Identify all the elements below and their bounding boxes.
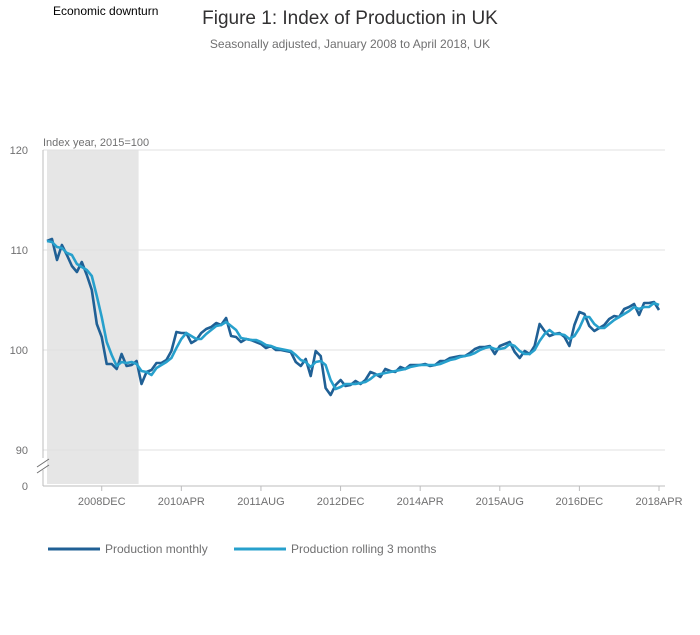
y-tick-label: 90 bbox=[16, 445, 28, 457]
axis-break-mark bbox=[36, 458, 50, 468]
x-tick-label: 2016DEC bbox=[556, 496, 604, 508]
x-tick-label: 2010APR bbox=[158, 496, 205, 508]
x-tick-label: 2015AUG bbox=[476, 496, 524, 508]
x-axis-ticks: 2008DEC 2010APR 2011AUG 2012DEC 2014APR 2015A… bbox=[78, 486, 683, 508]
y-axis-label: Index year, 2015=100 bbox=[43, 137, 149, 149]
series-line-production-rolling-3-months bbox=[46, 239, 660, 391]
y-tick-label: 110 bbox=[10, 245, 28, 257]
x-tick-label: 2014APR bbox=[397, 496, 444, 508]
axis-break-mark bbox=[36, 464, 50, 474]
series-line-production-monthly bbox=[46, 237, 661, 397]
y-tick-label: 120 bbox=[10, 145, 28, 157]
y-tick-label: 100 bbox=[10, 345, 28, 357]
legend: Production monthly Production rolling 3 m… bbox=[48, 542, 436, 556]
x-tick-label: 2008DEC bbox=[78, 496, 126, 508]
axes bbox=[36, 150, 665, 487]
downturn-label: Economic downturn bbox=[53, 4, 158, 18]
chart-subtitle: Seasonally adjusted, January 2008 to Apr… bbox=[210, 37, 490, 51]
downturn-shading bbox=[47, 150, 139, 484]
series-lines bbox=[46, 237, 661, 397]
legend-label: Production monthly bbox=[105, 542, 208, 556]
y-axis-ticks: 120 110 100 90 0 bbox=[10, 145, 28, 493]
x-tick-label: 2011AUG bbox=[237, 496, 285, 508]
x-tick-label: 2018APR bbox=[635, 496, 682, 508]
legend-label: Production rolling 3 months bbox=[291, 542, 436, 556]
chart-title: Figure 1: Index of Production in UK bbox=[202, 8, 498, 29]
x-tick-label: 2012DEC bbox=[317, 496, 365, 508]
y-tick-label: 0 bbox=[22, 481, 28, 493]
grid-lines bbox=[43, 149, 665, 451]
